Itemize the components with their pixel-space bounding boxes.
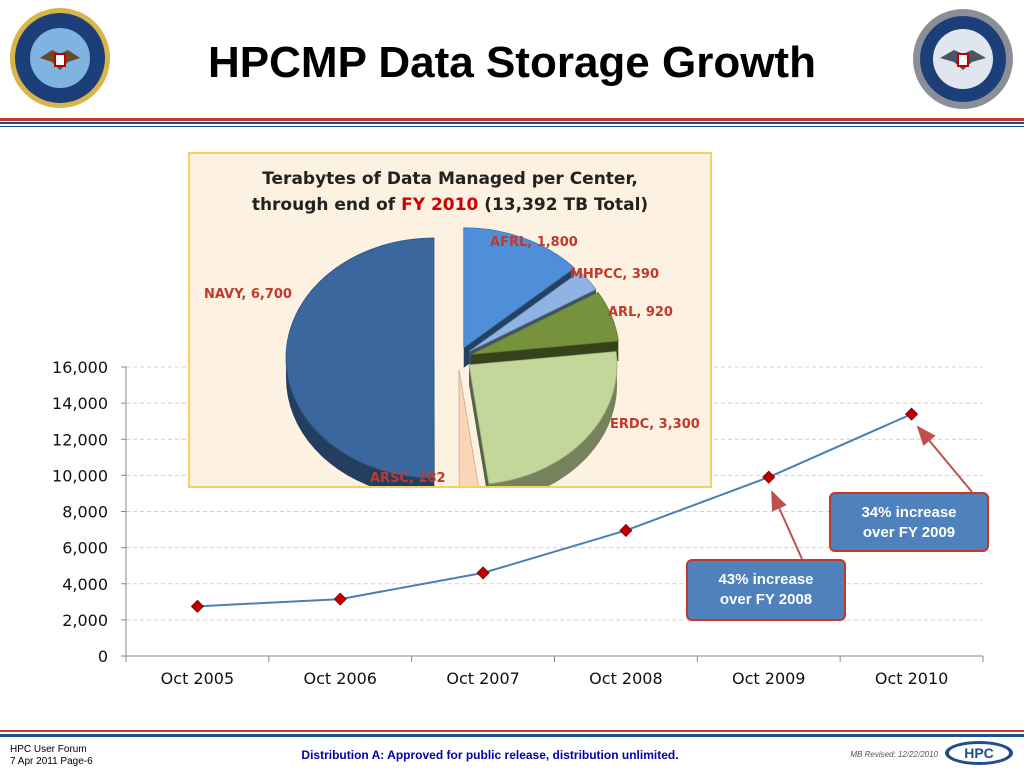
footer-forum: HPC User Forum [10, 744, 87, 755]
data-point [619, 523, 633, 538]
y-tick-label: 16,000 [52, 358, 108, 377]
pie-slice [471, 291, 619, 355]
y-tick-label: 8,000 [62, 503, 108, 522]
pie-title-suffix: (13,392 TB Total) [478, 195, 648, 215]
y-tick-label: 6,000 [62, 539, 108, 558]
callout-fy2009-line2: over FY 2008 [719, 591, 813, 608]
y-tick-label: 12,000 [52, 430, 108, 449]
pie-slice-side [286, 358, 435, 486]
y-tick-label: 0 [98, 647, 108, 666]
pie-slice [463, 227, 576, 349]
footer-rule-red [0, 730, 1024, 732]
x-tick-label: Oct 2007 [446, 669, 519, 688]
pie-slice [469, 271, 597, 352]
hpcmp-logo-icon: HPC [945, 741, 1013, 765]
dod-seal-logo [8, 6, 112, 110]
pie-slice-label: MHPCC, 390 [570, 267, 659, 282]
footer-left: HPC User Forum 7 Apr 2011 Page-6 [10, 744, 93, 768]
x-tick-label: Oct 2010 [875, 669, 948, 688]
pie-slice-label: ERDC, 3,300 [610, 417, 700, 432]
x-tick-label: Oct 2008 [589, 669, 662, 688]
pie-title-prefix: through end of [252, 195, 401, 215]
x-tick-labels: Oct 2005 Oct 2006 Oct 2007 Oct 2008 Oct 2009… [161, 669, 949, 688]
footer-rule-blue [0, 734, 1024, 737]
y-tick-label: 10,000 [52, 466, 108, 485]
pie-title-highlight: FY 2010 [401, 195, 478, 215]
callout-fy2010-line1: 34% increase [861, 504, 957, 521]
pie-title-line1: Terabytes of Data Managed per Center, [262, 169, 638, 189]
y-tick-label: 14,000 [52, 394, 108, 413]
pie-slice-label: NAVY, 6,700 [204, 287, 292, 302]
data-point [762, 470, 776, 484]
x-tick-label: Oct 2009 [732, 669, 805, 688]
pie-slice-label: ARSC, 282 [370, 471, 446, 486]
pie-title-line2: through end of FY 2010 (13,392 TB Total) [252, 195, 648, 215]
x-tick-label: Oct 2005 [161, 669, 234, 688]
callout-fy2009-line1: 43% increase [718, 571, 814, 588]
pie-labels: AFRL, 1,800 MHPCC, 390 ARL, 920 ERDC, 3,300… [204, 235, 700, 486]
department-of-defense-seal-icon [10, 8, 110, 108]
y-tick-labels: 16,000 14,000 12,000 10,000 8,000 6,000 4,000 2… [52, 358, 108, 666]
data-point [905, 407, 919, 421]
header-rule-blue [0, 122, 1024, 124]
asd-seal-logo [910, 6, 1016, 112]
pie-slice [458, 369, 479, 486]
x-tick-label: Oct 2006 [304, 669, 377, 688]
data-point [476, 566, 490, 580]
asd-re-seal-icon [913, 9, 1013, 109]
pie-slice-label: ARL, 920 [608, 305, 673, 320]
pie-slices [285, 227, 619, 486]
series-line [197, 413, 912, 608]
hpc-logo-text: HPC [964, 745, 994, 761]
callout-fy2009-increase: 43% increase over FY 2008 [686, 559, 846, 621]
pie-slice-label: AFRL, 1,800 [490, 235, 578, 250]
page-title: HPCMP Data Storage Growth [208, 38, 816, 87]
callout-fy2010-increase: 34% increase over FY 2009 [829, 492, 989, 552]
y-tick-label: 4,000 [62, 575, 108, 594]
data-markers [190, 407, 919, 613]
axes [121, 366, 984, 662]
callout-fy2010-line2: over FY 2009 [862, 524, 956, 541]
pie-chart-panel: Terabytes of Data Managed per Center, th… [188, 152, 712, 488]
pie-slice [285, 237, 435, 479]
data-point [190, 599, 204, 613]
data-point [333, 592, 347, 606]
footer-distribution: Distribution A: Approved for public rele… [301, 748, 679, 762]
footer-revised: MB Revised: 12/22/2010 [850, 750, 938, 759]
pie-chart: Terabytes of Data Managed per Center, th… [204, 169, 700, 486]
pie-slice [468, 351, 618, 485]
y-tick-label: 2,000 [62, 611, 108, 630]
header-rule-blue-thin [0, 126, 1024, 127]
header-rule-red [0, 118, 1024, 121]
pie-slice-side [488, 365, 618, 486]
footer-date-page: 7 Apr 2011 Page-6 [10, 756, 93, 767]
